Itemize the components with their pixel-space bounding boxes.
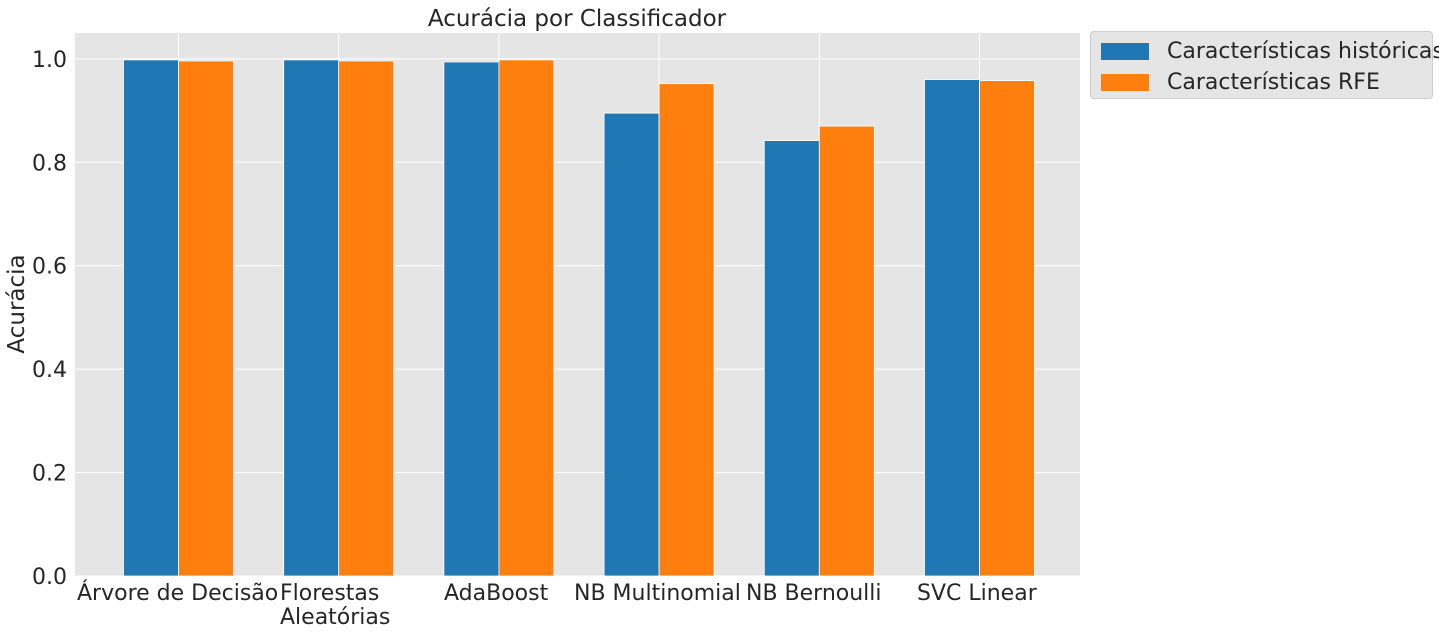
bar-series-1-cat-3 xyxy=(658,83,715,577)
bar-series-0-cat-1 xyxy=(283,59,340,577)
legend-item-historicas: Características históricas xyxy=(1101,36,1439,66)
legend-label-historicas: Características históricas xyxy=(1167,38,1439,64)
bar-series-0-cat-4 xyxy=(763,140,820,577)
bar-series-1-cat-1 xyxy=(338,60,395,577)
bar-series-0-cat-5 xyxy=(924,79,980,577)
x-tick-label: Florestas Aleatórias xyxy=(280,581,390,630)
bar-series-1-cat-4 xyxy=(818,125,875,577)
plot-area xyxy=(75,33,1080,576)
x-tick-label: Árvore de Decisão xyxy=(77,580,278,606)
legend-item-rfe: Características RFE xyxy=(1101,67,1380,97)
bar-series-0-cat-2 xyxy=(443,61,500,577)
bar-series-1-cat-2 xyxy=(498,59,555,577)
y-tick-labels: 0.0 0.2 0.4 0.6 0.8 1.0 xyxy=(32,48,67,590)
y-axis-label: Acurácia xyxy=(4,254,30,353)
y-tick-label: 0.4 xyxy=(32,358,67,383)
x-tick-label: AdaBoost xyxy=(444,581,549,606)
legend: Características históricas Característic… xyxy=(1090,31,1439,99)
bar-series-0-cat-0 xyxy=(123,59,179,577)
bar-series-0-cat-3 xyxy=(603,112,660,577)
chart-title: Acurácia por Classificador xyxy=(428,6,727,32)
legend-swatch-historicas xyxy=(1101,42,1149,60)
bars xyxy=(123,59,1035,577)
y-tick-label: 0.6 xyxy=(32,255,67,280)
y-tick-label: 1.0 xyxy=(32,48,67,73)
bar-series-1-cat-5 xyxy=(979,80,1035,577)
y-tick-label: 0.0 xyxy=(32,565,67,590)
y-tick-label: 0.2 xyxy=(32,462,67,487)
x-tick-label: NB Bernoulli xyxy=(746,581,882,606)
y-tick-label: 0.8 xyxy=(32,151,67,176)
x-tick-labels: Árvore de Decisão Florestas Aleatórias AdaB… xyxy=(77,580,1038,630)
legend-label-rfe: Características RFE xyxy=(1167,69,1380,95)
bar-series-1-cat-0 xyxy=(178,60,234,577)
legend-swatch-rfe xyxy=(1101,73,1149,91)
x-tick-label: SVC Linear xyxy=(917,581,1038,606)
x-tick-label: NB Multinomial xyxy=(574,581,741,606)
